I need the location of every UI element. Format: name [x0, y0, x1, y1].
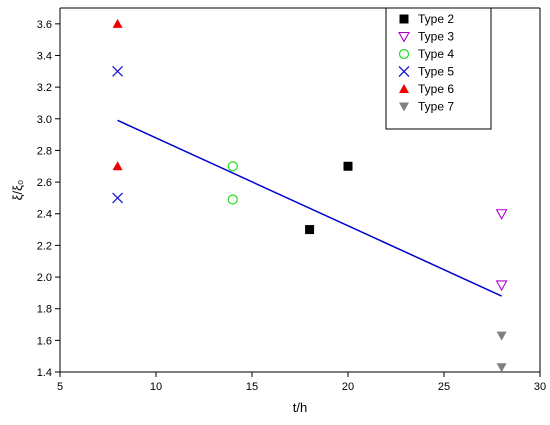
- y-tick-label: 3.0: [37, 114, 52, 126]
- data-point-type-3: [495, 209, 508, 220]
- data-point-type-5: [112, 192, 124, 204]
- data-points: [112, 18, 508, 373]
- x-tick-label: 5: [57, 381, 63, 393]
- data-point-type-2: [305, 225, 315, 235]
- y-tick-label: 3.2: [37, 82, 52, 94]
- y-tick-label: 2.4: [37, 209, 52, 221]
- data-point-type-2: [343, 161, 353, 171]
- legend-label-type-2: Type 2: [418, 12, 454, 26]
- x-tick-label: 30: [534, 381, 546, 393]
- legend-marker-type-3: [398, 31, 410, 43]
- data-point-type-7: [496, 363, 507, 373]
- x-tick-label: 25: [438, 381, 450, 393]
- fit-line: [117, 119, 502, 297]
- legend-marker-type-2: [399, 14, 409, 24]
- y-tick-label: 1.6: [37, 335, 52, 347]
- legend-label-type-6: Type 6: [418, 82, 454, 96]
- legend-marker-type-4: [398, 48, 410, 60]
- y-tick-label: 3.4: [37, 50, 52, 62]
- x-axis-title: t/h: [293, 400, 307, 415]
- y-tick-label: 1.4: [37, 367, 52, 379]
- y-tick-label: 3.6: [37, 19, 52, 31]
- data-point-type-3: [495, 280, 508, 292]
- x-tick-label: 15: [246, 381, 258, 393]
- data-point-type-6: [112, 161, 123, 171]
- x-tick-label: 20: [342, 381, 354, 393]
- legend-label-type-3: Type 3: [418, 30, 454, 44]
- data-point-type-5: [112, 65, 124, 77]
- x-tick-label: 10: [150, 381, 162, 393]
- y-tick-label: 2.0: [37, 272, 52, 284]
- data-point-type-6: [112, 18, 123, 28]
- y-tick-label: 2.8: [37, 145, 52, 157]
- y-axis-title: ξ/ξ₀: [10, 180, 25, 201]
- y-tick-label: 2.2: [37, 240, 52, 252]
- legend-label-type-4: Type 4: [418, 47, 454, 61]
- legend-label-type-7: Type 7: [418, 100, 454, 114]
- ticks: 5 10 15 20 25 30 1.4 1.6 1.8 2.0 2.2 2.4 2.6 2.8 3.0 3.…: [37, 19, 546, 393]
- data-point-type-4: [227, 161, 238, 172]
- legend-label-type-5: Type 5: [418, 65, 454, 79]
- legend: Type 2 Type 3 Type 4 Type 5 Type 6 Type 7: [385, 7, 492, 130]
- legend-marker-type-7: [399, 102, 409, 112]
- data-point-type-4: [227, 194, 238, 205]
- data-point-type-7: [496, 331, 507, 341]
- y-tick-label: 1.8: [37, 304, 52, 316]
- fit-line-group: [117, 119, 502, 297]
- legend-marker-type-5: [398, 66, 410, 77]
- legend-marker-type-6: [399, 84, 409, 93]
- y-tick-label: 2.6: [37, 177, 52, 189]
